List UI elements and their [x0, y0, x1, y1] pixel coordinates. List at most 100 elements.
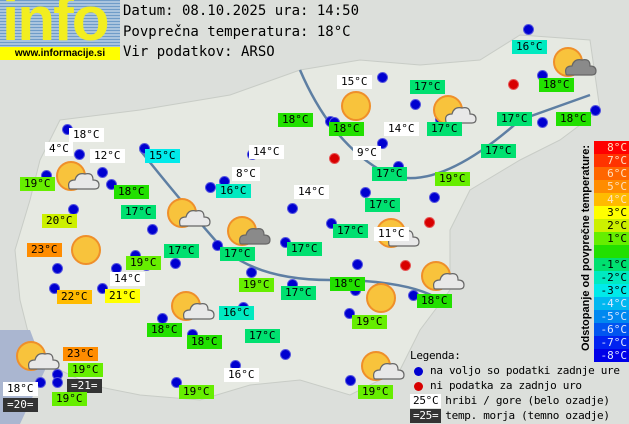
temperature-label: 17°C — [245, 329, 280, 343]
station-dot[interactable] — [212, 240, 223, 251]
station-dot[interactable] — [344, 308, 355, 319]
temperature-label: 20°C — [42, 214, 77, 228]
station-dot[interactable] — [106, 179, 117, 190]
station-dot[interactable] — [139, 143, 150, 154]
station-dot[interactable] — [205, 182, 216, 193]
sun-cloud-dark-icon — [552, 44, 598, 84]
temperature-label: 18°C — [539, 78, 574, 92]
temperature-label: 16°C — [512, 40, 547, 54]
sun-cloud-icon — [170, 288, 216, 328]
temperature-label: 19°C — [239, 278, 274, 292]
station-dot[interactable] — [49, 283, 60, 294]
temperature-label: 18°C — [556, 112, 591, 126]
scale-step: 6°C — [594, 167, 629, 180]
mountain-temperature-label: 12°C — [90, 149, 125, 163]
station-dot[interactable] — [377, 138, 388, 149]
temperature-label: 17°C — [281, 286, 316, 300]
mountain-temperature-label: 4°C — [45, 142, 73, 156]
sun-icon — [70, 232, 116, 272]
station-dot[interactable] — [52, 377, 63, 388]
station-dot[interactable] — [52, 263, 63, 274]
mountain-temperature-label: 18°C — [3, 382, 38, 396]
station-dot[interactable] — [377, 72, 388, 83]
station-dot[interactable] — [523, 24, 534, 35]
temperature-label: 23°C — [27, 243, 62, 257]
mountain-temperature-label: 14°C — [294, 185, 329, 199]
temperature-label: 19°C — [126, 256, 161, 270]
temperature-label: 16°C — [219, 306, 254, 320]
temperature-label: 18°C — [329, 122, 364, 136]
sun-cloud-icon — [420, 258, 466, 298]
temperature-label: 18°C — [147, 323, 182, 337]
temperature-label: 18°C — [114, 185, 149, 199]
station-dot[interactable] — [97, 167, 108, 178]
temperature-label: 22°C — [57, 290, 92, 304]
sun-icon — [340, 88, 386, 128]
temperature-label: 21°C — [105, 289, 140, 303]
logo[interactable]: info www.informacije.si — [0, 0, 120, 60]
scale-step: 4°C — [594, 193, 629, 206]
station-dot[interactable] — [147, 224, 158, 235]
legend-sea: temp. morja (temno ozadje) — [445, 408, 610, 422]
mountain-temperature-label: 14°C — [384, 122, 419, 136]
data-source: Vir podatkov: ARSO — [123, 44, 275, 60]
station-dot[interactable] — [74, 149, 85, 160]
temperature-label: 16°C — [216, 184, 251, 198]
station-dot[interactable] — [360, 187, 371, 198]
logo-url[interactable]: www.informacije.si — [0, 47, 120, 60]
scale-step: -8°C — [594, 349, 629, 362]
sea-temperature-label: =20= — [3, 398, 38, 412]
scale-step: -7°C — [594, 336, 629, 349]
station-dot[interactable] — [537, 117, 548, 128]
blue-dot-icon — [414, 366, 423, 376]
sun-cloud-icon — [15, 338, 61, 378]
temperature-label: 17°C — [164, 244, 199, 258]
legend-mountain-sample: 25°C — [410, 393, 442, 409]
station-missing-dot[interactable] — [400, 260, 411, 271]
station-missing-dot[interactable] — [508, 79, 519, 90]
station-dot[interactable] — [280, 349, 291, 360]
average-temperature: Povprečna temperatura: 18°C — [123, 24, 351, 40]
temperature-label: 23°C — [63, 347, 98, 361]
legend-available: na voljo so podatki zadnje ure — [430, 363, 620, 377]
mountain-temperature-label: 11°C — [374, 227, 409, 241]
station-dot[interactable] — [590, 105, 601, 116]
mountain-temperature-label: 8°C — [232, 167, 260, 181]
mountain-temperature-label: 14°C — [110, 272, 145, 286]
station-dot[interactable] — [326, 218, 337, 229]
station-dot[interactable] — [429, 192, 440, 203]
temperature-label: 17°C — [365, 198, 400, 212]
temperature-label: 19°C — [52, 392, 87, 406]
scale-step: 8°C — [594, 141, 629, 154]
date-time: Datum: 08.10.2025 ura: 14:50 — [123, 3, 360, 19]
station-missing-dot[interactable] — [329, 153, 340, 164]
station-dot[interactable] — [287, 203, 298, 214]
station-missing-dot[interactable] — [424, 217, 435, 228]
scale-step: -3°C — [594, 284, 629, 297]
mountain-temperature-label: 14°C — [249, 145, 284, 159]
temperature-label: 19°C — [68, 363, 103, 377]
station-dot[interactable] — [352, 259, 363, 270]
sun-cloud-icon — [166, 195, 212, 235]
temperature-label: 17°C — [220, 247, 255, 261]
temperature-label: 19°C — [352, 315, 387, 329]
scale-step: -1°C — [594, 258, 629, 271]
mountain-temperature-label: 16°C — [224, 368, 259, 382]
deviation-scale: 8°C 7°C 6°C 5°C 4°C 3°C 2°C 1°C -1°C -2°C -3°C -4°C… — [594, 141, 629, 362]
temperature-label: 17°C — [372, 167, 407, 181]
scale-step: -2°C — [594, 271, 629, 284]
sea-temperature-label: =21= — [67, 379, 102, 393]
temperature-label: 17°C — [427, 122, 462, 136]
station-dot[interactable] — [171, 377, 182, 388]
station-dot[interactable] — [246, 267, 257, 278]
sun-icon — [365, 280, 411, 320]
scale-step: 7°C — [594, 154, 629, 167]
station-dot[interactable] — [345, 375, 356, 386]
station-dot[interactable] — [410, 99, 421, 110]
station-dot[interactable] — [97, 283, 108, 294]
temperature-label: 19°C — [358, 385, 393, 399]
temperature-label: 18°C — [417, 294, 452, 308]
station-dot[interactable] — [170, 258, 181, 269]
temperature-label: 17°C — [410, 80, 445, 94]
legend-title: Legenda: — [410, 349, 461, 362]
